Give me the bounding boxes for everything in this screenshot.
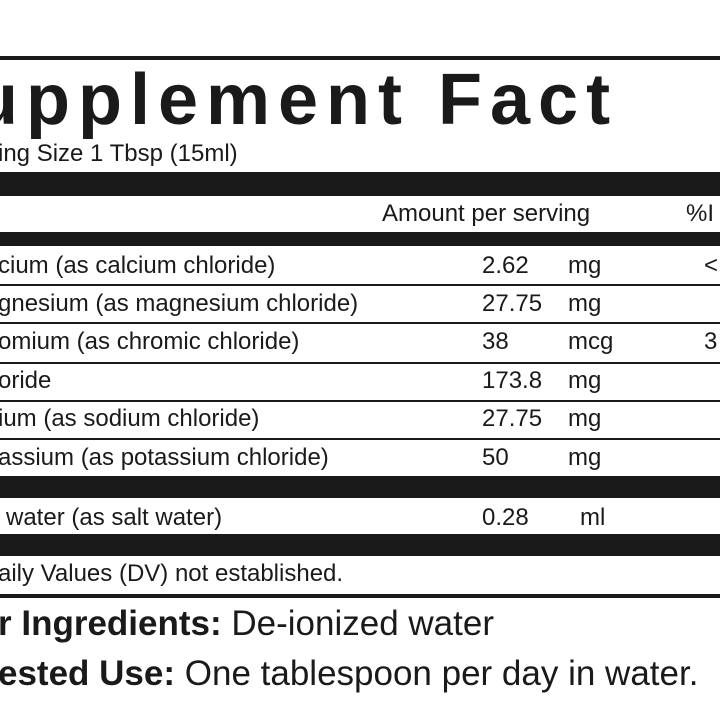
top-border <box>0 56 720 60</box>
nutrient-name: oride <box>0 367 52 394</box>
header-rule <box>0 232 720 246</box>
extra-row-amount: 0.28 <box>482 504 529 531</box>
row-divider <box>0 438 720 440</box>
nutrient-name: omium (as chromic chloride) <box>0 328 300 355</box>
row-divider <box>0 400 720 402</box>
nutrient-name: gnesium (as magnesium chloride) <box>0 290 359 317</box>
suggested-use-label: ested Use: <box>0 654 176 693</box>
row-divider <box>0 362 720 364</box>
nutrient-unit: mg <box>568 405 602 432</box>
thick-rule-bottom <box>0 534 720 556</box>
nutrient-dv: < <box>704 252 719 279</box>
panel-title: upplement Fact <box>0 60 619 140</box>
nutrient-amount: 27.75 <box>482 290 543 317</box>
extra-row-name: water (as salt water) <box>6 504 223 531</box>
nutrient-name: ium (as sodium chloride) <box>0 405 260 432</box>
nutrient-unit: mg <box>568 444 602 471</box>
bottom-border <box>0 594 720 598</box>
thick-rule-middle <box>0 476 720 498</box>
nutrient-amount: 50 <box>482 444 509 471</box>
row-divider <box>0 284 720 286</box>
thick-rule-top <box>0 172 720 196</box>
other-ingredients-label: r Ingredients: <box>0 604 222 643</box>
extra-row-unit: ml <box>580 504 606 531</box>
other-ingredients-value: De-ionized water <box>231 604 494 643</box>
dv-header: %I <box>686 200 715 227</box>
serving-size: ing Size 1 Tbsp (15ml) <box>0 140 238 167</box>
nutrient-unit: mg <box>568 367 602 394</box>
nutrient-amount: 173.8 <box>482 367 543 394</box>
amount-header: Amount per serving <box>382 200 591 227</box>
other-ingredients: r Ingredients: De-ionized water <box>0 604 494 644</box>
nutrient-amount: 2.62 <box>482 252 529 279</box>
nutrient-name: cium (as calcium chloride) <box>0 252 276 279</box>
suggested-use-value: One tablespoon per day in water. <box>184 654 699 693</box>
nutrient-unit: mcg <box>568 328 614 355</box>
nutrient-amount: 38 <box>482 328 509 355</box>
suggested-use: ested Use: One tablespoon per day in wat… <box>0 654 698 694</box>
nutrient-dv: 3 <box>704 328 718 355</box>
footnote: aily Values (DV) not established. <box>0 560 344 587</box>
nutrient-name: assium (as potassium chloride) <box>0 444 329 471</box>
nutrient-amount: 27.75 <box>482 405 543 432</box>
nutrient-unit: mg <box>568 290 602 317</box>
nutrient-unit: mg <box>568 252 602 279</box>
row-divider <box>0 322 720 324</box>
